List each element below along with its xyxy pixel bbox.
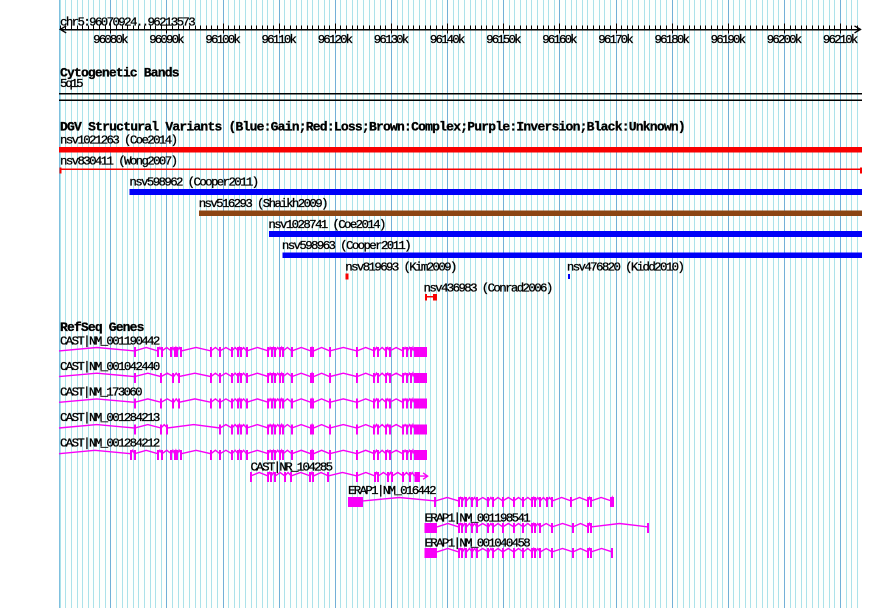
- svg-text:96090k: 96090k: [149, 33, 184, 47]
- svg-text:5q15: 5q15: [60, 77, 84, 91]
- svg-text:DGV Structural Variants (Blue:: DGV Structural Variants (Blue:Gain;Red:L…: [60, 119, 686, 134]
- svg-text:nsv1021263 (Coe2014): nsv1021263 (Coe2014): [60, 134, 178, 148]
- svg-text:96190k: 96190k: [711, 33, 746, 47]
- svg-text:RefSeq Genes: RefSeq Genes: [60, 320, 145, 335]
- svg-text:96150k: 96150k: [486, 33, 521, 47]
- svg-text:nsv598963 (Cooper2011): nsv598963 (Cooper2011): [282, 239, 412, 253]
- svg-text:ERAP1|NM_001198541: ERAP1|NM_001198541: [425, 511, 531, 525]
- svg-text:CAST|NM_001284213: CAST|NM_001284213: [60, 411, 160, 425]
- svg-text:96140k: 96140k: [430, 33, 465, 47]
- svg-text:CAST|NR_104285: CAST|NR_104285: [251, 461, 334, 475]
- svg-text:nsv1028741 (Coe2014): nsv1028741 (Coe2014): [268, 218, 386, 232]
- svg-text:nsv436983 (Conrad2006): nsv436983 (Conrad2006): [424, 281, 554, 295]
- svg-text:CAST|NM_173060: CAST|NM_173060: [60, 385, 143, 399]
- svg-text:96180k: 96180k: [655, 33, 690, 47]
- svg-text:nsv819693 (Kim2009): nsv819693 (Kim2009): [345, 260, 457, 274]
- svg-text:96100k: 96100k: [205, 33, 240, 47]
- svg-text:CAST|NM_001284212: CAST|NM_001284212: [60, 436, 160, 450]
- svg-text:96120k: 96120k: [318, 33, 353, 47]
- svg-text:96130k: 96130k: [374, 33, 409, 47]
- svg-text:Cytogenetic Bands: Cytogenetic Bands: [60, 65, 180, 80]
- svg-text:ERAP1|NM_016442: ERAP1|NM_016442: [348, 484, 437, 498]
- svg-text:CAST|NM_001042440: CAST|NM_001042440: [60, 360, 160, 374]
- svg-text:96160k: 96160k: [542, 33, 577, 47]
- svg-text:nsv598962 (Cooper2011): nsv598962 (Cooper2011): [129, 176, 259, 190]
- svg-text:96200k: 96200k: [767, 33, 802, 47]
- svg-text:nsv516293 (Shaikh2009): nsv516293 (Shaikh2009): [199, 197, 329, 211]
- svg-text:96110k: 96110k: [262, 33, 297, 47]
- svg-text:ERAP1|NM_001040458: ERAP1|NM_001040458: [425, 537, 531, 551]
- svg-text:96080k: 96080k: [93, 33, 128, 47]
- svg-text:nsv830411 (Wong2007): nsv830411 (Wong2007): [60, 155, 178, 169]
- svg-text:96210k: 96210k: [823, 33, 858, 47]
- svg-text:nsv476820 (Kidd2010): nsv476820 (Kidd2010): [567, 260, 685, 274]
- svg-text:CAST|NM_001190442: CAST|NM_001190442: [60, 334, 160, 348]
- svg-text:96170k: 96170k: [598, 33, 633, 47]
